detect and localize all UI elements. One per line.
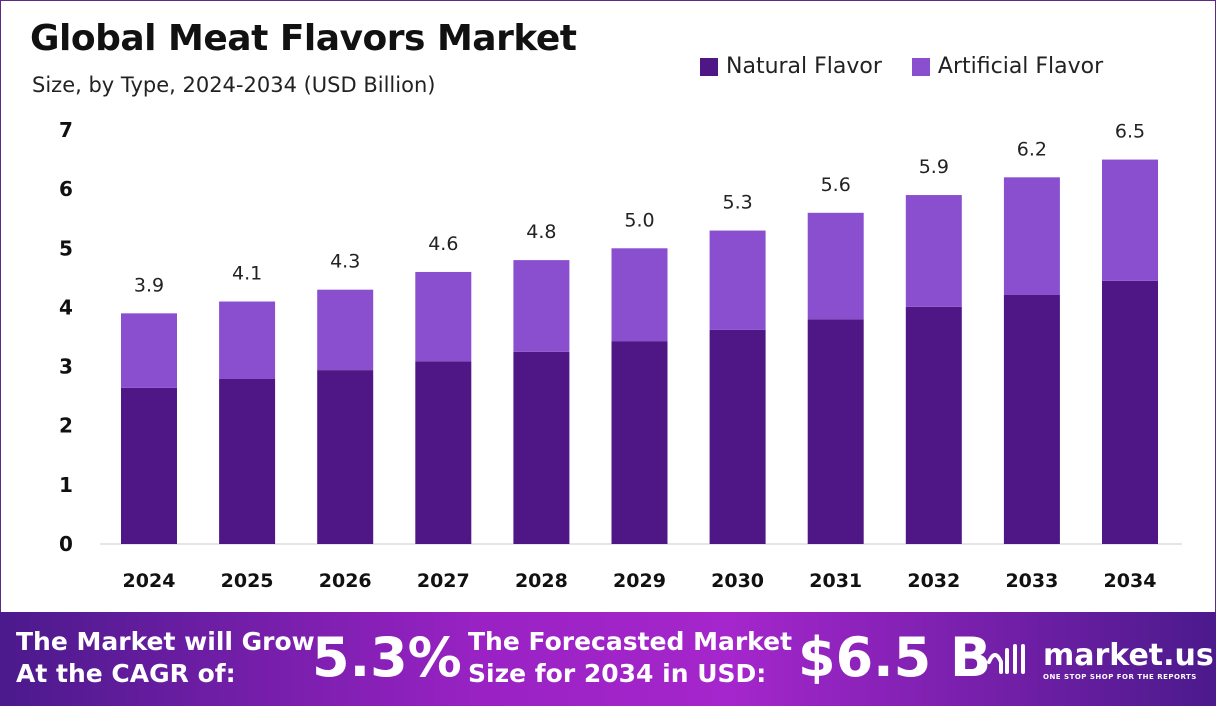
x-tick-label: 2028 [515,570,568,592]
x-tick-label: 2030 [711,570,764,592]
logo-icon [987,643,1025,674]
bar-artificial-2025 [219,301,276,379]
total-label-2032: 5.9 [919,156,949,178]
footer-banner: The Market will Grow At the CAGR of: 5.3… [0,612,1216,706]
bar-natural-2033 [1003,295,1060,544]
x-tick-label: 2032 [907,570,960,592]
legend-swatch-natural [700,57,718,76]
bar-artificial-2034 [1102,159,1158,281]
x-tick-label: 2034 [1104,570,1157,592]
total-label-2027: 4.6 [428,233,458,255]
cagr-label-line2: At the CAGR of: [16,659,236,688]
bar-chart: 0 1 2 3 4 5 6 7 3.9 2024 4.1 2025 4.3 2026 4.6 2027 4.8 2… [59,118,1182,592]
forecast-label: The Forecasted Market Size for 2034 in U… [468,626,792,690]
bar-natural-2031 [807,319,864,544]
bar-artificial-2028 [513,260,570,352]
chart-title: Global Meat Flavors Market [30,18,577,59]
x-tick-label: 2029 [613,570,666,592]
y-tick-label: 5 [59,236,73,260]
legend-item-artificial: Artificial Flavor [911,54,1104,79]
total-label-2024: 3.9 [134,274,164,296]
cagr-value: 5.3% [312,626,462,689]
bar-artificial-2029 [611,248,668,342]
cagr-label-line1: The Market will Grow [16,627,315,656]
total-label-2033: 6.2 [1017,138,1047,160]
bar-natural-2032 [905,306,962,544]
bar-natural-2024 [121,387,177,544]
y-tick-label: 6 [59,177,73,201]
bar-artificial-2027 [415,271,472,362]
bar-artificial-2031 [807,212,864,320]
x-tick-label: 2026 [319,570,372,592]
y-tick-label: 2 [59,414,73,438]
brand-name: market.us [1043,638,1214,673]
legend-label-natural: Natural Flavor [726,54,882,79]
x-tick-label: 2024 [123,570,176,592]
y-tick-label: 7 [59,118,73,142]
bar-artificial-2030 [709,230,766,330]
legend-label-artificial: Artificial Flavor [937,54,1104,79]
forecast-label-line1: The Forecasted Market [468,627,793,656]
bar-natural-2030 [709,329,766,544]
total-label-2031: 5.6 [821,174,851,196]
legend-swatch-artificial [911,57,930,76]
chart-subtitle: Size, by Type, 2024-2034 (USD Billion) [32,73,436,97]
bar-artificial-2032 [905,195,962,307]
y-tick-label: 0 [59,532,73,556]
y-tick-label: 1 [59,473,73,497]
legend-item-natural: Natural Flavor [700,54,882,79]
total-label-2029: 5.0 [624,209,654,231]
total-label-2025: 4.1 [232,263,262,285]
bar-natural-2034 [1102,280,1158,544]
y-tick-label: 3 [59,355,73,379]
bar-artificial-2033 [1003,177,1060,296]
total-label-2026: 4.3 [330,251,360,273]
total-label-2030: 5.3 [722,192,752,214]
bar-natural-2029 [611,341,668,544]
total-label-2028: 4.8 [526,221,556,243]
y-tick-label: 4 [59,295,73,319]
bar-natural-2027 [415,361,472,544]
forecast-label-line2: Size for 2034 in USD: [468,659,767,688]
bar-natural-2025 [219,378,276,544]
bar-artificial-2026 [317,289,374,371]
bar-artificial-2024 [121,313,177,388]
total-label-2034: 6.5 [1115,121,1145,143]
x-tick-label: 2033 [1005,570,1058,592]
legend: Natural Flavor Artificial Flavor [700,54,1103,79]
bar-natural-2026 [317,370,374,544]
forecast-value: $6.5 B [798,626,992,689]
brand-tagline: ONE STOP SHOP FOR THE REPORTS [1043,673,1197,681]
brand-logo: market.us ONE STOP SHOP FOR THE REPORTS [985,638,1214,681]
bar-natural-2028 [513,351,570,544]
x-tick-label: 2027 [417,570,470,592]
x-tick-label: 2025 [221,570,274,592]
x-tick-label: 2031 [809,570,862,592]
cagr-label: The Market will Grow At the CAGR of: [16,626,315,690]
